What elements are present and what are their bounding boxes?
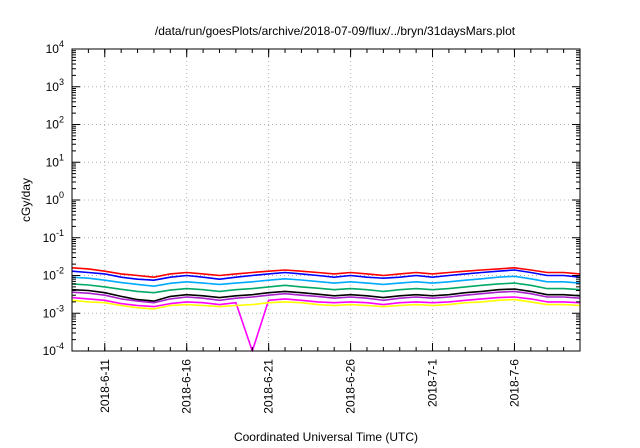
y-tick-label: 10-1 [43,228,64,245]
x-tick-label: 2018-6-21 [262,359,276,414]
series-line-5 [71,288,581,302]
y-tick-base: 10 [46,42,60,56]
series-line-1 [71,266,581,279]
y-tick-exponent: 1 [59,152,64,162]
y-tick-exponent: -2 [56,266,64,276]
x-axis-label: Coordinated Universal Time (UTC) [234,430,418,444]
series-line-8 [71,298,581,310]
x-tick-label: 2018-6-11 [98,359,112,413]
y-tick-label: 10-3 [43,303,64,320]
y-axis-label: cGy/day [19,178,33,222]
series-line-6 [71,290,581,304]
series-line-3 [71,275,581,288]
x-tick-label: 2018-7-1 [426,359,440,407]
series-line-2 [71,269,581,282]
x-tick-label: 2018-6-26 [344,359,358,414]
y-tick-exponent: -4 [56,341,64,351]
y-tick-label: 102 [46,115,64,132]
y-tick-label: 104 [46,39,64,56]
y-tick-label: 103 [46,77,64,94]
chart-title: /data/run/goesPlots/archive/2018-07-09/f… [155,24,516,38]
y-tick-base: 10 [43,269,57,283]
y-tick-exponent: 0 [59,190,64,200]
y-tick-base: 10 [43,231,57,245]
y-tick-base: 10 [43,344,57,358]
y-tick-exponent: -3 [56,303,64,313]
x-tick-label: 2018-7-6 [507,359,521,407]
y-tick-label: 10-4 [43,341,64,358]
y-tick-label: 101 [46,152,64,169]
grid [72,49,580,351]
y-tick-exponent: -1 [56,228,64,238]
x-tick-label: 2018-6-16 [180,359,194,414]
y-tick-label: 100 [46,190,64,207]
y-tick-exponent: 3 [59,77,64,87]
y-tick-exponent: 4 [59,39,64,49]
series-line-4 [71,282,581,294]
series-layer [71,266,581,352]
x-axis: 2018-6-11 2018-6-16 2018-6-21 2018-6-26 2018… [71,49,581,414]
y-tick-base: 10 [43,306,57,320]
y-tick-exponent: 2 [59,115,64,125]
y-tick-base: 10 [46,155,60,169]
series-line-7 [71,296,581,352]
y-tick-base: 10 [46,80,60,94]
y-tick-label: 10-2 [43,266,64,283]
y-tick-base: 10 [46,193,60,207]
y-tick-base: 10 [46,118,60,132]
